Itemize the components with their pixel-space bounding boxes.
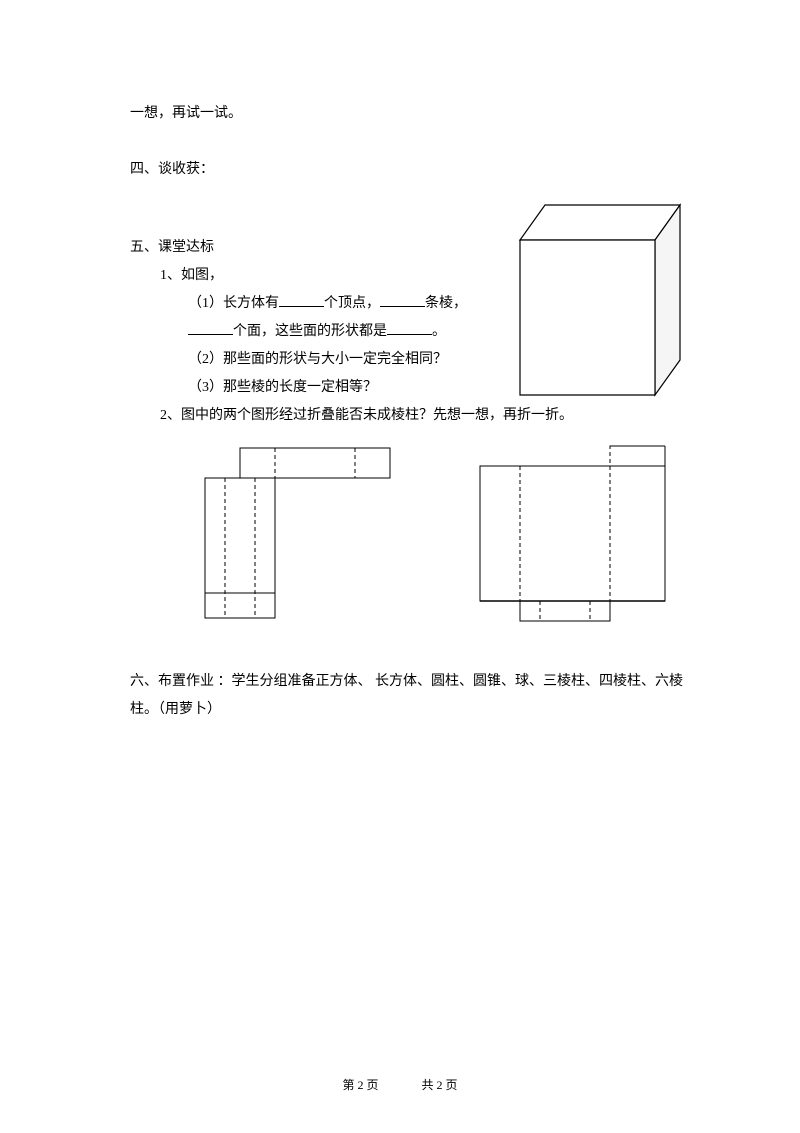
blank-faces[interactable] — [188, 320, 233, 335]
section-6-text: 六、布置作业 ：学生分组准备正方体、 长方体、圆柱、圆锥、球、三棱柱、四棱柱、六… — [100, 668, 700, 724]
blank-shape[interactable] — [387, 320, 432, 335]
line-top: 一想，再试一试。 — [100, 100, 700, 128]
net-left — [205, 448, 390, 618]
cuboid-figure — [510, 200, 690, 405]
footer-left: 第 2 页 — [342, 1078, 378, 1092]
net-right — [480, 446, 665, 621]
footer-right: 共 2 页 — [422, 1078, 458, 1092]
q1-1-b: 个顶点， — [324, 296, 380, 311]
section-6: 六、布置作业 ：学生分组准备正方体、 长方体、圆柱、圆锥、球、三棱柱、四棱柱、六… — [100, 668, 700, 724]
q1-1-e: 。 — [432, 324, 446, 339]
q1-1-a: （1）长方体有 — [188, 296, 279, 311]
section-4-title: 四、谈收获： — [100, 156, 700, 184]
q2: 2、图中的两个图形经过折叠能否未成棱柱？先想一想，再折一折。 — [100, 402, 700, 430]
q1-1-d: 个面，这些面的形状都是 — [233, 324, 387, 339]
nets-svg — [180, 438, 700, 638]
q1-1-c: 条棱， — [425, 296, 467, 311]
blank-edges[interactable] — [380, 292, 425, 307]
net-figures — [180, 438, 700, 638]
cuboid-svg — [510, 200, 690, 400]
page-footer: 第 2 页 共 2 页 — [0, 1076, 800, 1093]
blank-vertices[interactable] — [279, 292, 324, 307]
